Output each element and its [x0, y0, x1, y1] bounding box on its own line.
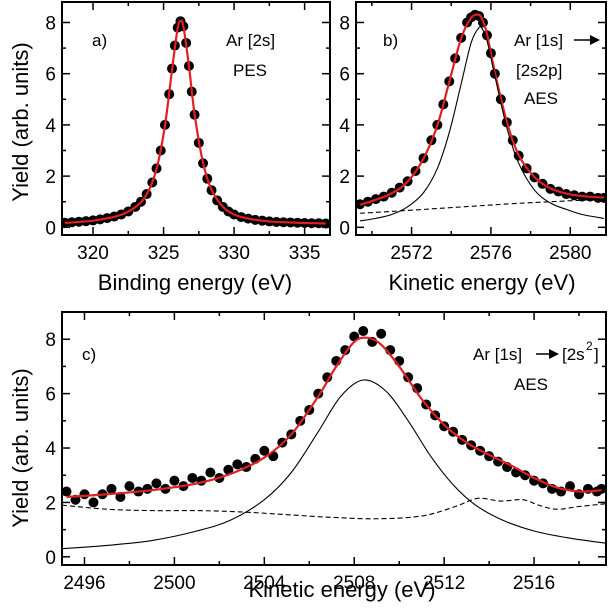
panel-c-data-point [142, 483, 153, 494]
panel-c-xlabel: Kinetic energy (eV) [248, 577, 435, 602]
panel-c-x-tick-label: 2516 [513, 573, 555, 594]
panel-c-component-dashed-line [62, 497, 606, 520]
panel-c: c) Ar [1s] [2s 2 ] AES Kinetic energy (e… [8, 311, 607, 602]
panel-a-annotation-2: PES [233, 61, 267, 80]
panel-c-data-point [187, 472, 198, 483]
panel-c-y-tick-label: 8 [45, 330, 56, 351]
panel-b-fit-line [359, 13, 605, 206]
panel-c-component-solid-line [62, 379, 606, 550]
panel-c-annotation-superscript: 2 [586, 339, 593, 353]
panel-c-annotation-1: Ar [1s] [473, 345, 522, 364]
panel-a-fit-line [64, 19, 326, 225]
panel-b-label: b) [383, 31, 398, 50]
panel-b-arrow-head [590, 35, 600, 45]
panel-a-ylabel: Yield (arb. units) [8, 42, 33, 201]
panel-a-xlabel: Binding energy (eV) [98, 270, 292, 295]
panel-c-data-point [223, 464, 234, 475]
panel-c-data-point [259, 445, 270, 456]
panel-c-x-tick-label: 2508 [333, 573, 375, 594]
panel-c-y-tick-label: 6 [45, 385, 56, 406]
panel-c-data-point [124, 481, 135, 492]
panel-c-data-point [88, 497, 99, 508]
panel-a-x-tick-label: 320 [77, 243, 109, 264]
panel-b-component-dashed-line [359, 198, 605, 214]
panel-a-y-tick-label: 0 [45, 218, 56, 239]
panel-a-y-tick-label: 2 [45, 167, 56, 188]
panel-b-plot-area [356, 9, 606, 222]
panel-a-plot-area [62, 16, 330, 229]
panel-c-y-tick-label: 0 [45, 548, 56, 569]
panel-c-data-point [169, 475, 180, 486]
panel-a-x-tick-label: 325 [148, 243, 180, 264]
panel-c-data-point [565, 481, 576, 492]
panel-c-frame [61, 311, 607, 566]
panel-c-y-tick-label: 4 [45, 439, 56, 460]
panel-c-fit-line [66, 336, 602, 499]
panel-c-x-tick-label: 2504 [243, 573, 286, 594]
panel-b-frame [355, 1, 607, 236]
panel-a-label: a) [92, 31, 107, 50]
panel-b-y-tick-label: 8 [339, 13, 350, 34]
panel-c-data-point [205, 467, 216, 478]
panel-a-x-tick-label: 335 [289, 243, 321, 264]
panel-b-x-tick-label: 2576 [470, 243, 512, 264]
panel-c-x-tick-label: 2512 [423, 573, 465, 594]
panel-c-annotation-4: AES [514, 375, 548, 394]
panel-a-y-tick-label: 6 [45, 65, 56, 86]
panel-c-label: c) [82, 345, 96, 364]
panel-c-data-point [322, 372, 333, 383]
panel-c-annotation-2: [2s [562, 345, 585, 364]
panel-b-y-tick-label: 0 [339, 218, 350, 239]
panel-b-annotation-2: [2s2p] [516, 61, 562, 80]
panel-c-data-point [151, 478, 162, 489]
panel-c-data-point [376, 328, 387, 339]
panel-a-x-tick-label: 330 [218, 243, 250, 264]
panel-b-xlabel: Kinetic energy (eV) [388, 270, 575, 295]
panel-c-data-point [232, 459, 243, 470]
panel-c-data-point [106, 483, 117, 494]
panel-c-ylabel: Yield (arb. units) [8, 368, 33, 527]
panel-c-data-point [79, 489, 90, 500]
panel-b-y-tick-label: 4 [339, 116, 350, 137]
panel-b-x-tick-label: 2580 [549, 243, 591, 264]
panel-b-component-solid-line [359, 26, 605, 222]
panel-b-y-tick-label: 2 [339, 167, 350, 188]
panel-b-x-tick-label: 2572 [390, 243, 432, 264]
panel-b-annotation-1: Ar [1s] [514, 31, 563, 50]
panel-c-x-tick-label: 2496 [63, 573, 105, 594]
panel-c-plot-area [62, 326, 606, 550]
panel-c-data-point [62, 486, 72, 497]
panel-a: a) Ar [2s] PES Binding energy (eV) Yield… [8, 1, 331, 295]
panel-c-arrow-head [549, 349, 559, 359]
panel-c-x-tick-label: 2500 [153, 573, 195, 594]
panel-a-y-tick-label: 8 [45, 13, 56, 34]
panel-b-y-tick-label: 6 [339, 65, 350, 86]
panel-c-data-point [340, 345, 351, 356]
panel-c-y-tick-label: 2 [45, 493, 56, 514]
panel-a-y-tick-label: 4 [45, 116, 56, 137]
panel-a-annotation-1: Ar [2s] [226, 31, 275, 50]
panel-b: b) Ar [1s] [2s2p] AES Kinetic energy (eV… [339, 1, 607, 295]
panel-a-frame [61, 1, 331, 236]
panel-b-annotation-3: AES [524, 89, 558, 108]
panel-c-data-point [358, 326, 369, 337]
panel-c-annotation-3: ] [594, 345, 599, 364]
